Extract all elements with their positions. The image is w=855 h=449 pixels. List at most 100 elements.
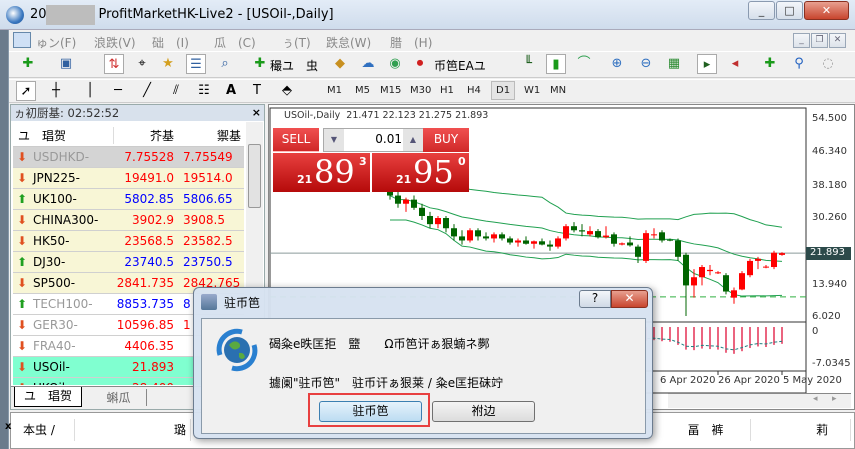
menu-tools[interactable]: ぅ(T) [282, 36, 311, 50]
candle-body [667, 239, 673, 241]
candle-body [507, 238, 513, 243]
column-order[interactable]: 本虫 / [15, 419, 75, 441]
vertical-line-icon[interactable]: │ [86, 83, 94, 98]
symbol-row[interactable]: ⬆ UK100- 5802.85 5806.65 [13, 189, 244, 210]
menu-insert[interactable]: 础 (I) [152, 36, 189, 50]
scroll-left-icon[interactable]: ◂ [813, 394, 818, 404]
symbol-row[interactable]: ⬆ DJ30- 23740.5 23750.5 [13, 252, 244, 273]
symbol-row[interactable]: ⬇ CHINA300- 3902.9 3908.5 [13, 210, 244, 231]
symbol-row[interactable]: ⬇ GER30- 10596.85 1 [13, 315, 244, 336]
cancel-button[interactable]: 祔边 [432, 401, 535, 422]
strategy-tester-icon[interactable]: ⌕ [221, 56, 229, 71]
chart-shift-icon[interactable]: ◂ [731, 56, 739, 71]
signals-icon[interactable]: ◉ [389, 56, 401, 71]
timeframe-m30[interactable]: M30 [410, 85, 432, 96]
enable-button[interactable]: 驻币笆 [319, 401, 422, 422]
menu-help[interactable]: 腊 (H) [390, 36, 433, 50]
buy-button[interactable]: BUY [423, 128, 469, 152]
tile-windows-icon[interactable]: ▦ [667, 56, 681, 71]
symbol-row[interactable]: ⬇ UKOil- 28.400 [13, 378, 244, 385]
timeframe-h1[interactable]: H1 [440, 85, 454, 96]
sell-button[interactable]: SELL [273, 128, 319, 152]
text-icon[interactable]: A [225, 83, 237, 98]
column-symbol[interactable]: ユ 琩贺 [18, 129, 67, 143]
lot-size-input[interactable]: ▼ 0.01 ▲ [323, 128, 424, 152]
column-profit[interactable]: 莉 [751, 419, 851, 441]
fibo-fan-icon[interactable]: ⫽ [173, 83, 179, 98]
tab-symbols[interactable]: ユ 琩贺 [14, 387, 82, 407]
chat-icon[interactable]: ◌ [822, 56, 834, 71]
symbol-row[interactable]: ⬆ TECH100- 8853.735 8 [13, 294, 244, 315]
symbol-row[interactable]: ⬇ SP500- 2841.735 2842.765 [13, 273, 244, 294]
auto-scroll-icon[interactable]: ▸ [697, 54, 717, 74]
symbol-row[interactable]: ⬇ USDHKD- 7.75528 7.75549 [13, 147, 244, 168]
title-prefix: 20 [30, 7, 47, 22]
symbol-row[interactable]: ⬇ JPN225- 19491.0 19514.0 [13, 168, 244, 189]
scrollbar-thumb[interactable] [248, 144, 261, 208]
menu-charts[interactable]: 瓜 (C) [214, 36, 256, 50]
column-price[interactable]: 畐 裤 [661, 419, 751, 441]
profiles-icon[interactable]: ▣ [59, 56, 73, 71]
new-order-icon[interactable]: ✚ [254, 56, 266, 71]
timeframe-m1[interactable]: M1 [327, 85, 342, 96]
timeframe-w1[interactable]: W1 [524, 85, 541, 96]
menu-file[interactable]: ゅン(F) [36, 36, 77, 50]
close-button[interactable]: ✕ [804, 1, 849, 20]
terminal-close-icon[interactable]: x [5, 421, 12, 432]
sell-price-button[interactable]: 21 89 3 [273, 153, 370, 192]
zoom-out-icon[interactable]: ⊖ [640, 56, 652, 71]
candlestick-chart-icon[interactable]: ▮ [546, 54, 566, 74]
candle-body [595, 231, 601, 238]
community-icon[interactable]: ☁ [361, 56, 375, 71]
cursor-icon[interactable]: ➚ [16, 81, 36, 101]
arrows-icon[interactable]: ⬘ [282, 83, 292, 98]
mdi-minimize-button[interactable]: _ [793, 33, 810, 48]
close-panel-icon[interactable]: × [251, 106, 261, 119]
lot-value[interactable]: 0.01 [375, 132, 402, 146]
menu-view[interactable]: 浪跌(V) [94, 36, 136, 50]
dialog-close-button[interactable]: ✕ [611, 290, 648, 308]
text-label-icon[interactable]: T [253, 83, 261, 98]
autotrading-icon[interactable]: ⏺ [416, 56, 424, 71]
timeframe-m15[interactable]: M15 [380, 85, 402, 96]
lot-decrease-button[interactable]: ▼ [324, 129, 344, 151]
column-time[interactable]: 璐 [75, 419, 191, 441]
line-chart-icon[interactable]: ⌒ [577, 56, 591, 71]
metaeditor-icon[interactable]: ◆ [335, 56, 345, 71]
column-bid[interactable]: 芥基 [113, 127, 174, 144]
terminal-icon[interactable]: ☰ [186, 54, 206, 74]
templates-icon[interactable]: ✚ [764, 56, 776, 71]
bar-chart-icon[interactable]: ╙ [524, 56, 532, 71]
menu-window[interactable]: 跌怠(W) [326, 36, 372, 50]
crosshair-icon[interactable]: ┼ [52, 83, 60, 98]
tab-tick-chart[interactable]: 蝌瓜 [91, 389, 147, 406]
help-button[interactable]: ? [579, 290, 611, 308]
mdi-restore-button[interactable]: ❐ [811, 33, 828, 48]
navigator-icon[interactable]: ★ [162, 56, 174, 71]
horizontal-line-icon[interactable]: ─ [114, 83, 122, 98]
fibo-retracement-icon[interactable]: ☷ [198, 83, 210, 98]
symbol-row[interactable]: ⬇ USOil- 21.893 [13, 357, 244, 378]
scroll-right-icon[interactable]: ▸ [832, 394, 837, 404]
timeframe-mn[interactable]: MN [550, 85, 567, 96]
minimize-button[interactable]: _ [748, 1, 775, 20]
maximize-button[interactable]: □ [776, 1, 803, 20]
market-watch-icon[interactable]: ⇅ [104, 54, 124, 74]
autotrading-button[interactable]: 币笆EAユ [434, 59, 486, 73]
data-window-icon[interactable]: ⌖ [138, 56, 146, 71]
symbol-row[interactable]: ⬇ FRA40- 4406.35 [13, 336, 244, 357]
trendline-icon[interactable]: ╱ [143, 83, 151, 98]
new-order-label[interactable]: 穝ユ [270, 59, 295, 73]
lot-increase-button[interactable]: ▲ [403, 129, 423, 151]
search-icon[interactable]: ⚲ [794, 56, 804, 71]
timeframe-d1[interactable]: D1 [491, 81, 516, 100]
symbol-row[interactable]: ⬇ HK50- 23568.5 23582.5 [13, 231, 244, 252]
timeframe-m5[interactable]: M5 [355, 85, 370, 96]
zoom-in-icon[interactable]: ⊕ [611, 56, 623, 71]
terminal-label[interactable]: 虫 [306, 59, 319, 73]
timeframe-h4[interactable]: H4 [467, 85, 481, 96]
mdi-close-button[interactable]: ✕ [829, 33, 846, 48]
column-ask[interactable]: 禦基 [216, 129, 241, 143]
new-chart-icon[interactable]: ✚ [22, 56, 34, 71]
buy-price-button[interactable]: 21 95 0 [372, 153, 469, 192]
